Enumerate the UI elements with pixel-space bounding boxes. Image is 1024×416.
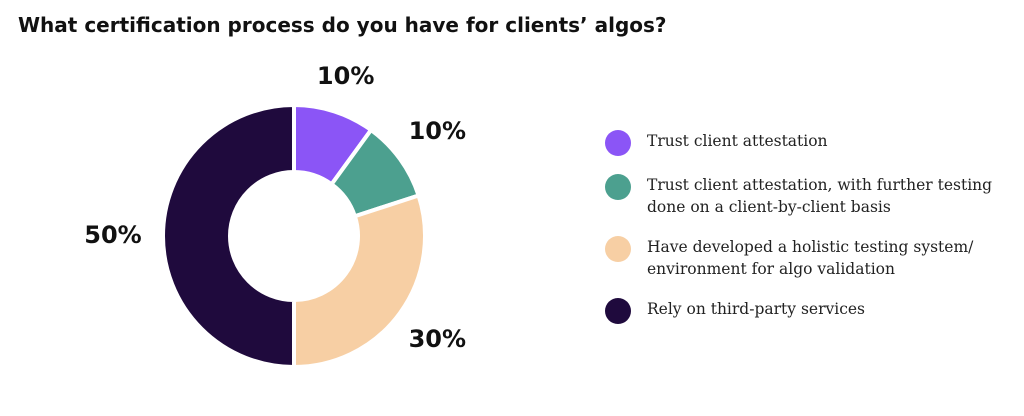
- value-label: 30%: [409, 325, 466, 353]
- legend-swatch: [605, 174, 631, 200]
- legend-item: Have developed a holistic testing system…: [605, 236, 1005, 280]
- value-label: 10%: [409, 117, 466, 145]
- legend-label: Have developed a holistic testing system…: [647, 238, 974, 278]
- donut-slice: [161, 102, 296, 370]
- legend-item: Trust client attestation, with further t…: [605, 174, 1005, 218]
- legend-label: Trust client attestation: [647, 132, 828, 150]
- legend-swatch: [605, 130, 631, 156]
- chart-title: What certification process do you have f…: [18, 13, 667, 37]
- legend-label: Trust client attestation, with further t…: [647, 176, 993, 216]
- legend: Trust client attestation Trust client att…: [605, 130, 1005, 342]
- legend-swatch: [605, 298, 631, 324]
- donut-slice: [292, 192, 427, 370]
- value-label: 50%: [84, 221, 141, 249]
- legend-label: Rely on third-party services: [647, 300, 866, 318]
- value-label: 10%: [317, 62, 374, 90]
- legend-swatch: [605, 236, 631, 262]
- legend-item: Rely on third-party services: [605, 298, 1005, 324]
- legend-item: Trust client attestation: [605, 130, 1005, 156]
